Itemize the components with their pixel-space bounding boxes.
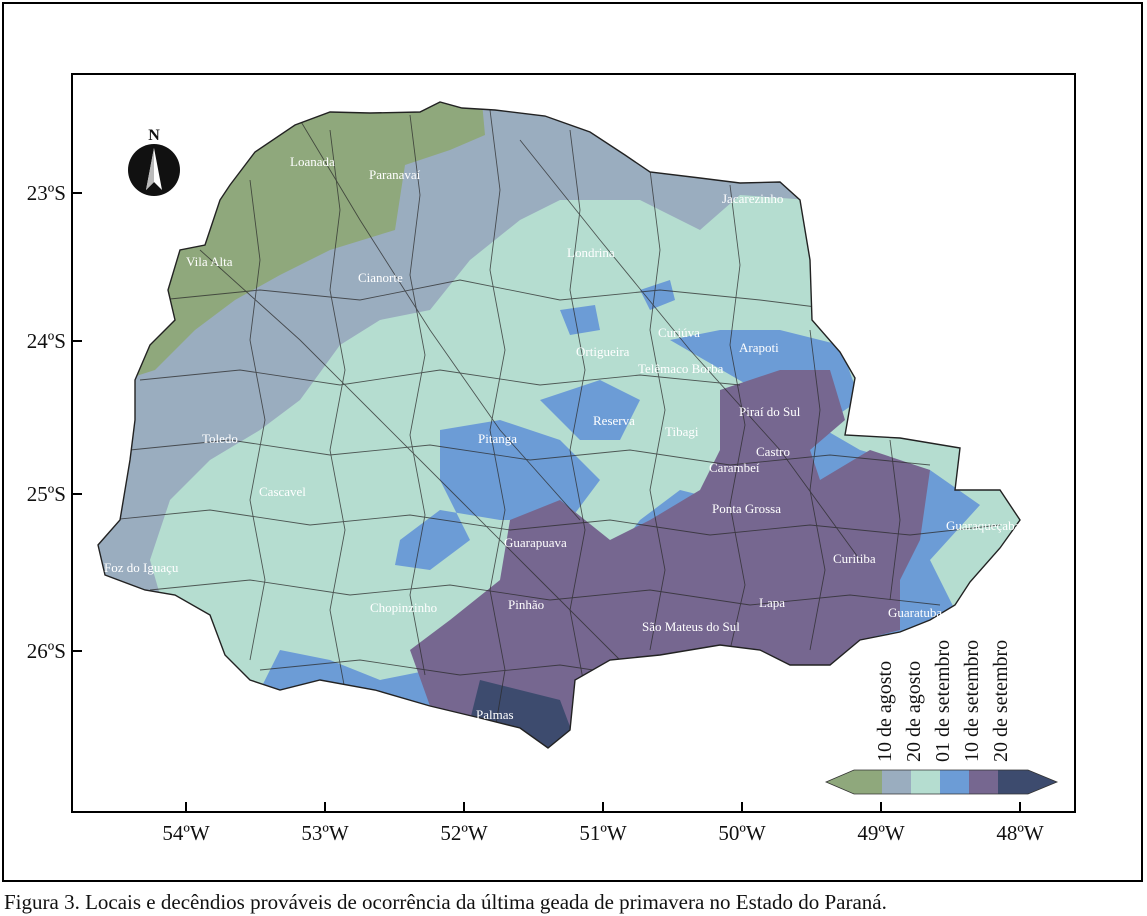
city-label: Curiúva xyxy=(658,325,700,340)
y-tick-label: 26ºS xyxy=(27,639,66,663)
city-label: Pitanga xyxy=(478,431,517,446)
x-tick-label: 53ºW xyxy=(301,821,349,845)
legend-swatch xyxy=(854,770,882,794)
legend-label: 01 de setembro xyxy=(932,640,954,762)
legend-swatch xyxy=(969,770,998,794)
legend-label: 20 de agosto xyxy=(903,661,925,762)
city-label: Guaratuba xyxy=(888,605,942,620)
legend-swatch xyxy=(998,770,1028,794)
city-label: São Mateus do Sul xyxy=(642,619,740,634)
legend-swatch xyxy=(882,770,911,794)
zone-10-setembro-reserva xyxy=(540,380,640,440)
city-label: Cascavel xyxy=(259,484,306,499)
city-label: Piraí do Sul xyxy=(739,404,801,419)
city-label: Chopinzinho xyxy=(370,600,437,615)
city-label: Tibagi xyxy=(665,424,699,439)
city-label: Reserva xyxy=(593,413,635,428)
legend-swatch xyxy=(911,770,940,794)
city-label: Telêmaco Borba xyxy=(638,361,724,376)
city-label: Arapoti xyxy=(739,340,779,355)
x-axis: 54ºW 53ºW 52ºW 51ºW 50ºW 49ºW 48ºW xyxy=(162,802,1044,845)
city-label: Guaraqueçaba xyxy=(946,518,1021,533)
city-label: Palmas xyxy=(476,707,514,722)
zone-10-setembro-north xyxy=(560,280,675,335)
x-tick-label: 49ºW xyxy=(857,821,905,845)
y-axis: 23ºS 24ºS 25ºS 26ºS xyxy=(27,181,82,663)
city-label: Ortigueira xyxy=(576,344,630,359)
x-tick-label: 52ºW xyxy=(440,821,488,845)
city-labels: Loanada Paranavaí Jacarezinho Vila Alta … xyxy=(104,154,1021,722)
city-label: Cianorte xyxy=(358,270,403,285)
figure-frame xyxy=(2,2,1143,882)
north-label: N xyxy=(148,127,160,144)
zone-after-20-setembro xyxy=(470,680,575,748)
city-label: Londrina xyxy=(567,245,615,260)
y-tick-label: 25ºS xyxy=(27,482,66,506)
legend-label: 10 de setembro xyxy=(961,640,983,762)
city-label: Jacarezinho xyxy=(722,191,783,206)
city-label: Vila Alta xyxy=(186,254,233,269)
legend-label: 10 de agosto xyxy=(874,661,896,762)
municipal-boundaries xyxy=(109,109,1001,731)
city-label: Foz do Iguaçu xyxy=(104,560,179,575)
city-label: Carambeí xyxy=(709,460,760,475)
legend-swatch xyxy=(1028,770,1057,794)
x-tick-label: 48ºW xyxy=(996,821,1044,845)
map-axes-box xyxy=(71,73,1076,813)
city-label: Toledo xyxy=(202,431,238,446)
zone-20-setembro xyxy=(410,370,930,748)
figure-caption: Figura 3. Locais e decêndios prováveis d… xyxy=(4,890,887,914)
x-tick-label: 51ºW xyxy=(579,821,627,845)
y-tick-label: 24ºS xyxy=(27,329,66,353)
legend: 10 de agosto 20 de agosto 01 de setembro… xyxy=(824,640,1059,795)
x-tick-label: 54ºW xyxy=(162,821,210,845)
y-tick-label: 23ºS xyxy=(27,181,66,205)
city-label: Curitiba xyxy=(833,551,876,566)
north-arrow: N xyxy=(128,127,180,196)
city-label: Ponta Grossa xyxy=(712,501,781,516)
city-label: Paranavaí xyxy=(369,167,421,182)
city-label: Pinhão xyxy=(508,597,544,612)
city-label: Lapa xyxy=(759,595,785,610)
legend-swatch xyxy=(826,770,854,794)
city-label: Castro xyxy=(756,444,790,459)
zone-10-setembro-west xyxy=(395,420,600,570)
legend-label: 20 de setembro xyxy=(990,640,1012,762)
x-tick-label: 50ºW xyxy=(718,821,766,845)
legend-swatch xyxy=(940,770,969,794)
state-outline xyxy=(97,101,1021,749)
city-label: Guarapuava xyxy=(504,535,567,550)
city-label: Loanada xyxy=(290,154,335,169)
